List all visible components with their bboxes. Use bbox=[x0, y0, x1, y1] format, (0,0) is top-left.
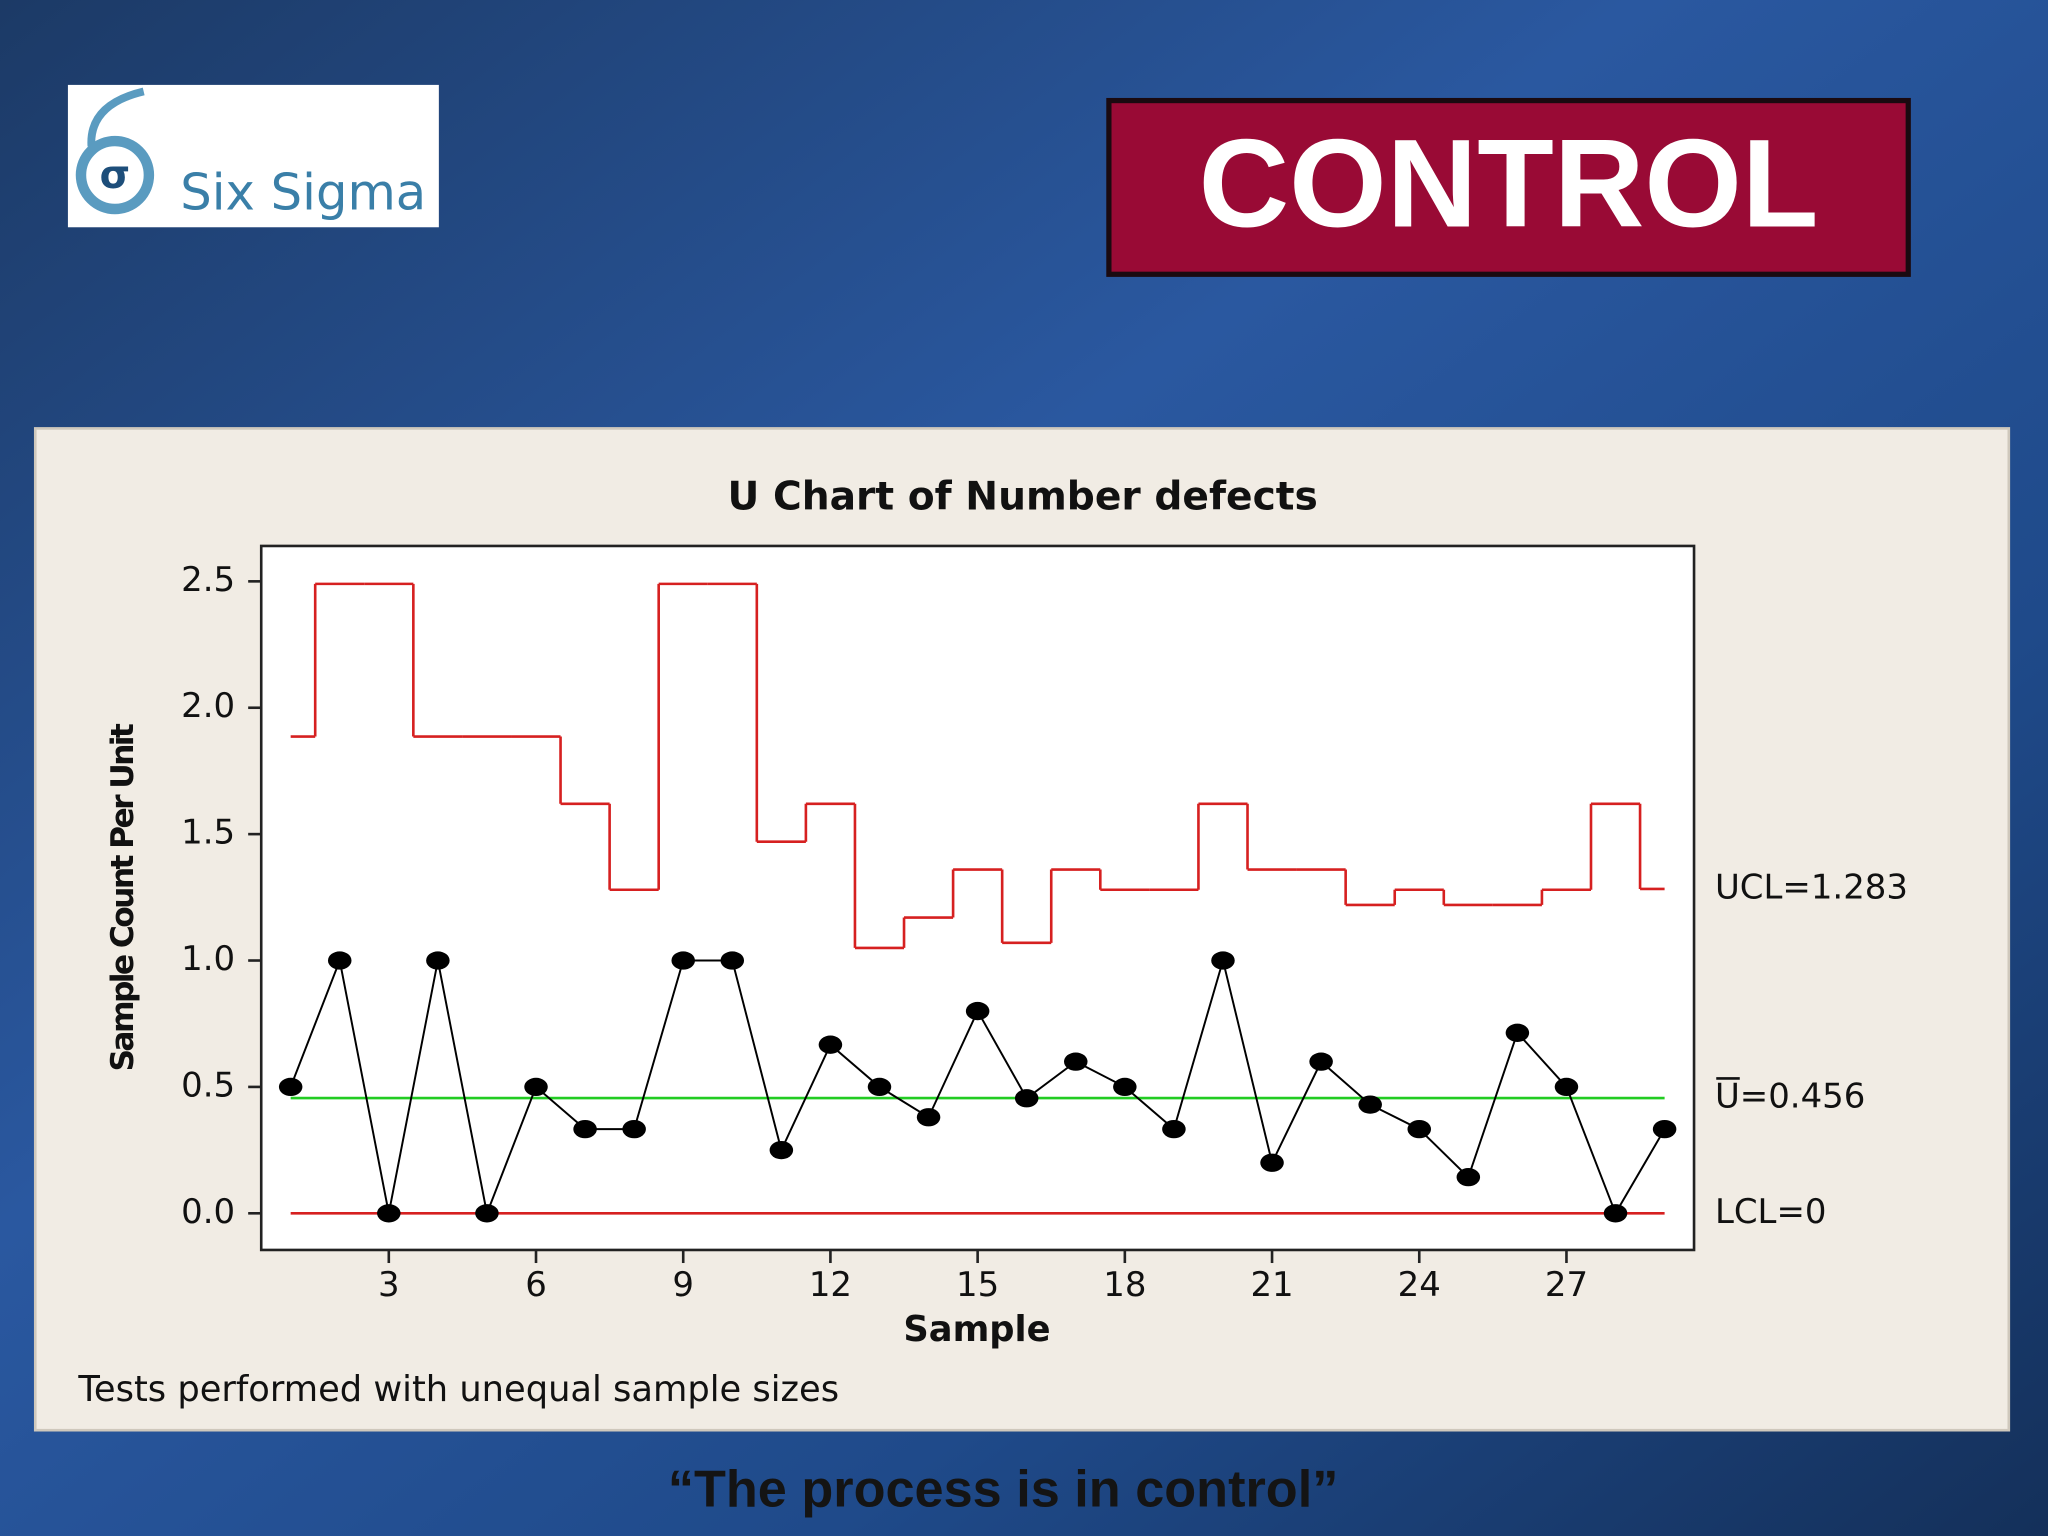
lcl-label: LCL=0 bbox=[1715, 1192, 1827, 1232]
x-tick-label: 3 bbox=[378, 1265, 400, 1305]
data-point bbox=[965, 1001, 990, 1021]
x-tick-label: 6 bbox=[525, 1265, 547, 1305]
chart-note: Tests performed with unequal sample size… bbox=[77, 1369, 839, 1410]
x-tick-label: 21 bbox=[1250, 1265, 1293, 1305]
data-point bbox=[622, 1119, 646, 1139]
x-tick-label: 18 bbox=[1103, 1265, 1146, 1305]
center-label: U=0.456 bbox=[1715, 1077, 1865, 1117]
y-tick-label: 0.0 bbox=[181, 1192, 235, 1232]
data-point bbox=[867, 1077, 892, 1097]
data-point bbox=[1652, 1119, 1677, 1139]
y-tick-label: 1.0 bbox=[181, 939, 235, 979]
x-tick-label: 24 bbox=[1398, 1265, 1441, 1305]
data-point bbox=[1407, 1119, 1432, 1139]
data-point bbox=[769, 1140, 794, 1160]
data-point bbox=[1113, 1077, 1137, 1097]
data-point bbox=[524, 1077, 548, 1097]
y-tick-label: 1.5 bbox=[181, 813, 235, 853]
logo-sigma: σ bbox=[100, 153, 131, 198]
data-point bbox=[1505, 1023, 1530, 1042]
x-tick-label: 27 bbox=[1545, 1265, 1588, 1305]
logo: σ Six Sigma bbox=[67, 84, 439, 228]
x-tick-label: 12 bbox=[809, 1265, 852, 1305]
plot-area bbox=[259, 544, 1696, 1252]
header-box bbox=[1106, 97, 1911, 277]
logo-text: Six Sigma bbox=[180, 163, 426, 221]
data-point bbox=[720, 951, 745, 970]
data-point bbox=[1456, 1168, 1481, 1187]
header-title: CONTROL bbox=[1199, 112, 1819, 253]
y-tick-label: 0.5 bbox=[181, 1065, 235, 1105]
data-point bbox=[475, 1204, 499, 1223]
y-tick-label: 2.0 bbox=[181, 686, 235, 726]
data-point bbox=[818, 1035, 843, 1054]
data-point bbox=[1358, 1095, 1382, 1114]
x-tick-label: 15 bbox=[956, 1265, 999, 1305]
data-point bbox=[1162, 1119, 1186, 1139]
ucl-label: UCL=1.283 bbox=[1715, 867, 1908, 907]
data-point bbox=[671, 951, 695, 970]
data-point bbox=[1603, 1204, 1628, 1223]
data-point bbox=[1211, 951, 1235, 970]
y-axis-label: Sample Count Per Unit bbox=[105, 723, 141, 1071]
x-axis-label: Sample bbox=[903, 1309, 1050, 1350]
data-point bbox=[1309, 1052, 1333, 1071]
data-point bbox=[377, 1204, 401, 1223]
data-point bbox=[1014, 1089, 1039, 1108]
logo-ring bbox=[75, 135, 155, 215]
data-point bbox=[1554, 1077, 1579, 1097]
data-point bbox=[573, 1119, 597, 1139]
data-point bbox=[327, 951, 352, 970]
data-point bbox=[1260, 1153, 1284, 1172]
chart-title: U Chart of Number defects bbox=[728, 474, 1318, 519]
x-tick-label: 9 bbox=[672, 1265, 694, 1305]
y-tick-label: 2.5 bbox=[181, 560, 235, 600]
data-point bbox=[278, 1077, 303, 1097]
data-point bbox=[916, 1108, 941, 1127]
data-point bbox=[426, 951, 450, 970]
logo-tail bbox=[87, 87, 145, 147]
data-point bbox=[1064, 1052, 1088, 1071]
caption: “The process is in control” bbox=[668, 1461, 1338, 1519]
